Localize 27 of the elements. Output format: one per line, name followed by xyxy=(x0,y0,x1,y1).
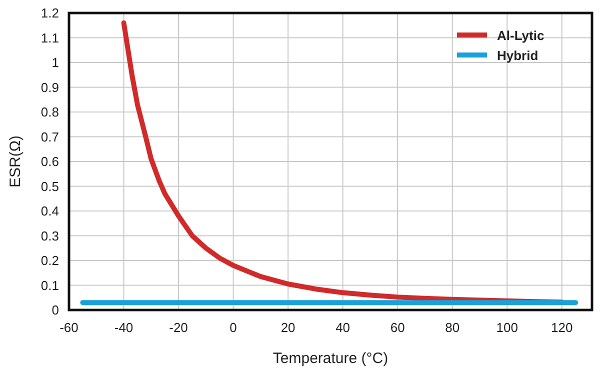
y-tick-label: 0.8 xyxy=(40,104,59,120)
x-tick-label: 120 xyxy=(551,320,573,335)
x-tick-label: 100 xyxy=(496,320,518,335)
y-tick-label: 0.5 xyxy=(40,178,59,194)
x-tick-label: -40 xyxy=(114,320,134,335)
y-tick-label: 0.2 xyxy=(40,253,59,268)
y-tick-label: 0.7 xyxy=(40,129,59,144)
y-tick-label: 1.2 xyxy=(40,6,59,20)
y-tick-label: 0.9 xyxy=(40,80,59,95)
y-tick-label: 0.4 xyxy=(40,204,59,218)
x-axis-title: Temperature (°C) xyxy=(272,350,388,367)
x-tick-label: 60 xyxy=(390,320,405,335)
x-tick-label: -20 xyxy=(169,320,188,335)
y-tick-label: 0.1 xyxy=(40,278,59,293)
x-tick-label: -60 xyxy=(60,320,78,335)
x-tick-label: 20 xyxy=(280,320,296,335)
y-tick-label: 0 xyxy=(52,302,59,318)
y-tick-label: 0.6 xyxy=(40,154,59,169)
y-tick-label: 1.1 xyxy=(40,30,59,46)
legend-label: Hybrid xyxy=(497,48,538,63)
y-tick-label: 1 xyxy=(52,55,59,70)
x-tick-label: 80 xyxy=(445,320,460,335)
x-tick-label: 0 xyxy=(230,320,237,335)
x-tick-label: 40 xyxy=(336,320,350,335)
y-axis-title: ESR(Ω) xyxy=(7,135,24,188)
legend-label: Al-Lytic xyxy=(497,28,544,43)
y-tick-label: 0.3 xyxy=(40,228,59,244)
